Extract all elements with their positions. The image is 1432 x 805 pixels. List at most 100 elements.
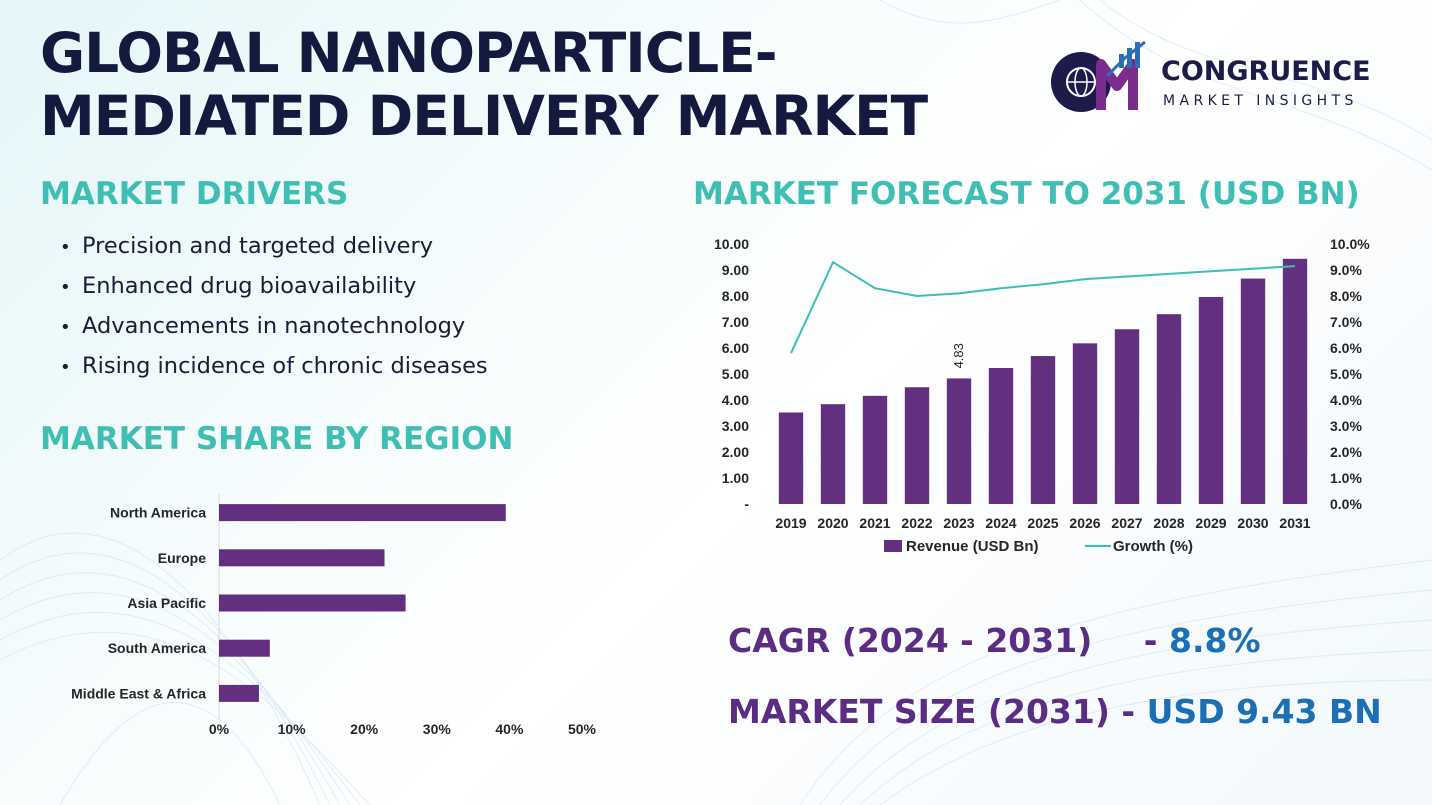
x-tick-label: 2028 xyxy=(1153,515,1184,531)
y-left-tick-label: 2.00 xyxy=(722,444,749,460)
region-bar xyxy=(219,549,385,567)
x-tick-label: 2020 xyxy=(817,515,848,531)
revenue-bar xyxy=(778,412,804,504)
region-bar xyxy=(219,684,259,702)
x-tick-label: 2022 xyxy=(901,515,932,531)
cagr-stat: CAGR (2024 - 2031) - 8.8% xyxy=(728,621,1261,660)
y-left-tick-label: 9.00 xyxy=(722,262,749,278)
revenue-bar xyxy=(1072,343,1098,504)
y-left-tick-label: 8.00 xyxy=(722,288,749,304)
category-label: Asia Pacific xyxy=(127,595,206,611)
x-tick-label: 2029 xyxy=(1195,515,1226,531)
bullet-icon: • xyxy=(60,357,71,378)
x-tick-label: 30% xyxy=(423,721,452,737)
x-tick-label: 2019 xyxy=(775,515,806,531)
driver-item: • Advancements in nanotechnology xyxy=(60,308,488,348)
region-share-bar-chart: North America Europe Asia Pacific South Ame… xyxy=(71,494,597,737)
y-right-tick-label: 8.0% xyxy=(1330,288,1362,304)
driver-item: • Precision and targeted delivery xyxy=(60,228,488,268)
revenue-bar xyxy=(904,387,930,504)
market-size-value: USD 9.43 BN xyxy=(1146,692,1382,731)
region-bar xyxy=(219,594,406,612)
y-left-tick-label: - xyxy=(744,496,749,512)
cagr-label: CAGR (2024 - 2031) xyxy=(728,621,1093,660)
y-right-tick-label: 7.0% xyxy=(1330,314,1362,330)
logo-name: CONGRUENCE xyxy=(1161,56,1371,87)
revenue-bar xyxy=(988,368,1014,504)
revenue-bar xyxy=(1114,329,1140,504)
market-size-separator: - xyxy=(1121,692,1136,731)
x-tick-label: 2030 xyxy=(1237,515,1268,531)
x-tick-label: 0% xyxy=(209,721,230,737)
y-right-tick-label: 5.0% xyxy=(1330,366,1362,382)
y-left-tick-label: 5.00 xyxy=(722,366,749,382)
category-label: Middle East & Africa xyxy=(71,685,206,701)
y-right-tick-label: 3.0% xyxy=(1330,418,1362,434)
x-tick-label: 2024 xyxy=(985,515,1016,531)
bar-data-label: 4.83 xyxy=(951,343,966,368)
category-label: Europe xyxy=(158,550,206,566)
revenue-bar xyxy=(1030,356,1056,504)
growth-line xyxy=(790,260,1296,354)
page-title-line-1: GLOBAL NANOPARTICLE- xyxy=(40,21,778,85)
y-left-tick-label: 1.00 xyxy=(722,470,749,486)
forecast-heading: MARKET FORECAST TO 2031 (USD BN) xyxy=(693,176,1360,212)
bullet-icon: • xyxy=(60,237,71,258)
driver-item-text: Precision and targeted delivery xyxy=(82,233,434,259)
x-tick-label: 10% xyxy=(278,721,307,737)
y-right-tick-label: 1.0% xyxy=(1330,470,1362,486)
x-tick-label: 40% xyxy=(495,721,524,737)
driver-item: • Enhanced drug bioavailability xyxy=(60,268,488,308)
market-drivers-list: • Precision and targeted delivery • Enhanc… xyxy=(60,228,488,388)
driver-item: • Rising incidence of chronic diseases xyxy=(60,348,488,388)
legend-label-growth: Growth (%) xyxy=(1113,538,1193,555)
market-share-heading: MARKET SHARE BY REGION xyxy=(40,421,514,457)
y-right-tick-label: 4.0% xyxy=(1330,392,1362,408)
x-tick-label: 2031 xyxy=(1279,515,1310,531)
bullet-icon: • xyxy=(60,277,71,298)
revenue-bar xyxy=(1198,297,1224,504)
driver-item-text: Rising incidence of chronic diseases xyxy=(82,353,488,379)
x-tick-label: 2027 xyxy=(1111,515,1142,531)
x-tick-label: 2021 xyxy=(859,515,890,531)
revenue-bar xyxy=(1156,314,1182,504)
legend-swatch-revenue xyxy=(884,540,902,552)
forecast-combo-chart: - 1.00 2.00 3.00 4.00 5.00 6.00 7.00 8.00 9.00 10.… xyxy=(714,236,1370,555)
page-title: GLOBAL NANOPARTICLE- MEDIATED DELIVERY M… xyxy=(40,22,1000,148)
y-left-tick-label: 3.00 xyxy=(722,418,749,434)
y-left-tick-label: 7.00 xyxy=(722,314,749,330)
cagr-value: 8.8% xyxy=(1168,621,1261,660)
x-tick-label: 2025 xyxy=(1027,515,1058,531)
market-size-label: MARKET SIZE (2031) xyxy=(728,692,1110,731)
market-drivers-heading: MARKET DRIVERS xyxy=(40,176,349,212)
x-tick-label: 50% xyxy=(568,721,597,737)
y-right-tick-label: 2.0% xyxy=(1330,444,1362,460)
page-title-line-2: MEDIATED DELIVERY MARKET xyxy=(40,84,928,148)
revenue-bar xyxy=(1240,278,1266,504)
driver-item-text: Advancements in nanotechnology xyxy=(82,313,466,339)
revenue-bar xyxy=(862,395,888,504)
category-label: North America xyxy=(110,505,206,521)
revenue-bar xyxy=(820,404,846,504)
y-right-tick-label: 6.0% xyxy=(1330,340,1362,356)
y-left-tick-label: 10.00 xyxy=(714,236,749,252)
y-right-tick-label: 0.0% xyxy=(1330,496,1362,512)
logo-subtitle: MARKET INSIGHTS xyxy=(1163,93,1358,109)
revenue-bar xyxy=(946,378,972,504)
legend-label-revenue: Revenue (USD Bn) xyxy=(906,538,1039,555)
company-logo: CONGRUENCE MARKET INSIGHTS xyxy=(1045,38,1395,118)
y-right-tick-label: 10.0% xyxy=(1330,236,1370,252)
cmi-logo-icon xyxy=(1051,40,1146,112)
driver-item-text: Enhanced drug bioavailability xyxy=(82,273,417,299)
region-bar xyxy=(219,504,506,522)
revenue-bar xyxy=(1282,258,1308,504)
y-left-tick-label: 6.00 xyxy=(722,340,749,356)
x-tick-label: 2026 xyxy=(1069,515,1100,531)
region-bar xyxy=(219,639,270,657)
y-left-tick-label: 4.00 xyxy=(722,392,749,408)
category-label: South America xyxy=(108,640,206,656)
market-size-stat: MARKET SIZE (2031) - USD 9.43 BN xyxy=(728,692,1382,731)
x-tick-label: 2023 xyxy=(943,515,974,531)
cagr-separator: - xyxy=(1143,621,1158,660)
bullet-icon: • xyxy=(60,317,71,338)
